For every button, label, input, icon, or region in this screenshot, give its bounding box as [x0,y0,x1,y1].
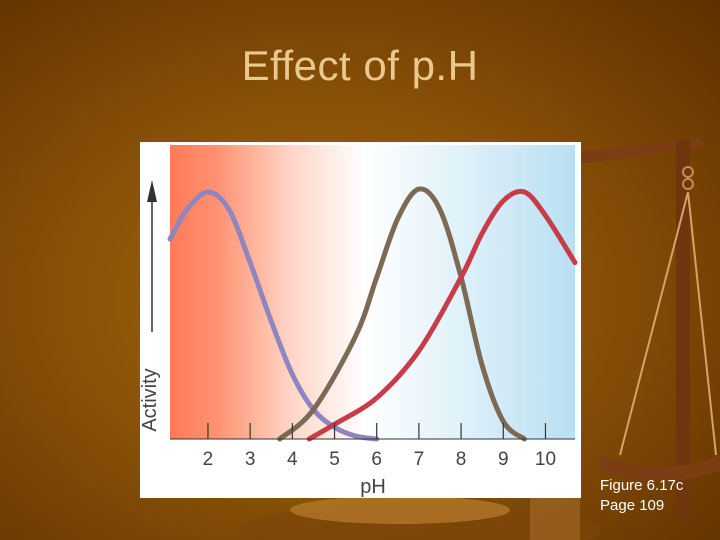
x-axis-label: pH [360,476,386,498]
figure-reference: Figure 6.17c [600,477,684,494]
scale-post [676,140,690,520]
x-tick-label: 7 [414,449,425,470]
scale-string [687,191,717,456]
ph-activity-chart: Activity 2 3 4 5 6 7 8 9 10 pH [139,145,578,498]
x-tick-label: 9 [498,449,509,470]
series-line-3 [306,188,578,442]
x-tick-label: 6 [371,449,382,470]
scale-foot [530,495,580,540]
scale-beam [575,138,705,164]
y-axis-arrowhead [147,180,157,202]
scale-chain-link [682,178,694,190]
x-tick-label: 5 [329,449,340,470]
x-tick-label: 10 [535,449,556,470]
slide-title: Effect of p.H [241,42,479,89]
scale-pan [600,455,720,481]
chart-panel: Activity 2 3 4 5 6 7 8 9 10 pH [139,142,581,498]
page-reference: Page 109 [600,497,665,514]
series-line-2 [277,186,527,442]
x-tick-label: 2 [203,449,214,470]
x-tick-label: 8 [456,449,467,470]
x-tick-label: 4 [287,449,298,470]
scale-base [290,496,510,524]
figure-caption: Figure 6.17c Page 109 [600,476,683,516]
series-line-1 [167,189,380,442]
x-tick-label: 3 [245,449,256,470]
scale-chain-link [682,166,694,178]
scale-string [619,191,689,456]
y-axis-label: Activity [140,368,161,431]
